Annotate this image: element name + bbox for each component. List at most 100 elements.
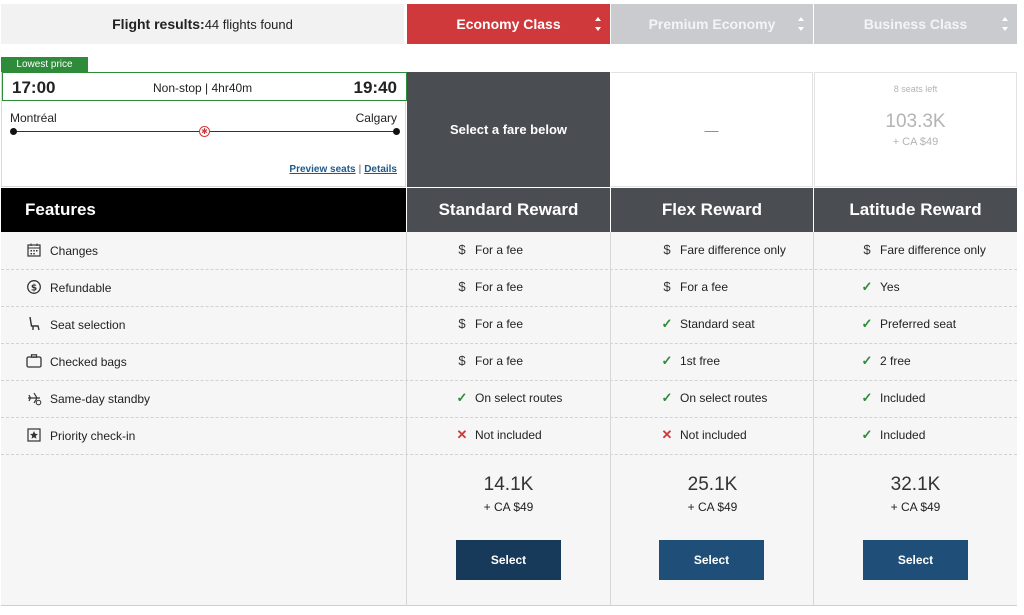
feature-cell-text: On select routes bbox=[475, 391, 563, 405]
feature-cell-text: For a fee bbox=[475, 279, 524, 294]
dollar-icon: $ bbox=[458, 353, 466, 368]
cross-icon: ✕ bbox=[661, 427, 673, 442]
latitude-tax: + CA $49 bbox=[890, 500, 941, 514]
feature-cell: ✓ 1st free bbox=[660, 353, 720, 369]
feature-cell: ✓ Included bbox=[860, 427, 926, 443]
col-flex-reward: Flex Reward bbox=[611, 188, 813, 232]
feature-cell: ✓ On select routes bbox=[660, 390, 768, 406]
standard-tax: + CA $49 bbox=[483, 500, 534, 514]
feature-cell-text: Included bbox=[880, 428, 926, 442]
dollar-icon: $ bbox=[663, 242, 671, 257]
feature-cell-text: 1st free bbox=[680, 354, 721, 368]
feature-cell-text: Not included bbox=[475, 428, 542, 442]
feature-cell-text: For a fee bbox=[475, 316, 524, 331]
feature-cell: ✓ Standard seat bbox=[660, 316, 755, 332]
origin-dot bbox=[10, 128, 17, 135]
check-icon: ✓ bbox=[861, 353, 873, 368]
sort-icon bbox=[797, 17, 805, 31]
col-latitude-reward: Latitude Reward bbox=[814, 188, 1017, 232]
feature-cell: $ For a fee bbox=[455, 353, 523, 368]
flex-tax: + CA $49 bbox=[687, 500, 738, 514]
feature-cell: ✕ Not included bbox=[660, 427, 747, 443]
feature-cell: ✓ Yes bbox=[860, 279, 900, 295]
check-icon: ✓ bbox=[661, 390, 673, 405]
col-divider bbox=[406, 232, 407, 606]
tab-business-label: Business Class bbox=[863, 16, 968, 32]
tab-business-class[interactable]: Business Class bbox=[814, 4, 1017, 44]
select-standard-button[interactable]: Select bbox=[456, 540, 561, 580]
tab-economy-label: Economy Class bbox=[456, 16, 561, 32]
sort-icon bbox=[594, 17, 602, 31]
economy-fare-cell[interactable]: Select a fare below bbox=[407, 72, 610, 187]
feature-cell: $ Fare difference only bbox=[660, 242, 786, 257]
calendar-icon bbox=[26, 242, 42, 258]
link-separator: | bbox=[358, 164, 362, 175]
dollar-icon: $ bbox=[458, 279, 466, 294]
check-icon: ✓ bbox=[861, 279, 873, 294]
feature-cell-text: Yes bbox=[880, 280, 900, 294]
feature-cell: ✓ 2 free bbox=[860, 353, 911, 369]
feature-cell-text: Not included bbox=[680, 428, 747, 442]
latitude-points: 32.1K bbox=[890, 474, 941, 495]
tab-premium-label: Premium Economy bbox=[648, 16, 776, 32]
dollar-icon: $ bbox=[458, 242, 466, 257]
refund-icon: $ bbox=[26, 279, 42, 295]
flight-results-summary: Flight results: 44 flights found bbox=[1, 4, 404, 44]
business-tax: + CA $49 bbox=[892, 136, 939, 148]
select-fare-prompt: Select a fare below bbox=[449, 122, 568, 137]
preview-seats-link[interactable]: Preview seats bbox=[289, 164, 356, 175]
feature-cell-text: 2 free bbox=[880, 354, 911, 368]
feature-cell: $ For a fee bbox=[660, 279, 728, 294]
feature-cell: $ For a fee bbox=[455, 242, 523, 257]
suitcase-icon bbox=[26, 353, 42, 369]
select-latitude-button[interactable]: Select bbox=[863, 540, 968, 580]
feature-cell: $ For a fee bbox=[455, 316, 523, 331]
tab-premium-economy[interactable]: Premium Economy bbox=[611, 4, 813, 44]
feature-label: Seat selection bbox=[50, 318, 126, 332]
feature-cell: ✓ Included bbox=[860, 390, 926, 406]
tab-economy-class[interactable]: Economy Class bbox=[407, 4, 610, 44]
features-heading: Features bbox=[1, 188, 406, 232]
details-link[interactable]: Details bbox=[364, 164, 397, 175]
row-divider bbox=[1, 343, 1017, 344]
lowest-price-badge: Lowest price bbox=[1, 57, 88, 72]
feature-label: Changes bbox=[50, 244, 99, 258]
feature-cell-text: For a fee bbox=[475, 353, 524, 368]
feature-cell-text: Fare difference only bbox=[680, 242, 786, 257]
origin-city: Montréal bbox=[10, 111, 57, 125]
check-icon: ✓ bbox=[661, 316, 673, 331]
feature-cell-text: On select routes bbox=[680, 391, 768, 405]
feature-cell: ✓ On select routes bbox=[455, 390, 563, 406]
check-icon: ✓ bbox=[861, 427, 873, 442]
feature-cell-text: Fare difference only bbox=[880, 242, 986, 257]
seats-left: 8 seats left bbox=[893, 84, 938, 94]
dollar-icon: $ bbox=[663, 279, 671, 294]
results-count: 44 flights found bbox=[204, 16, 293, 32]
arrival-time: 19:40 bbox=[353, 78, 397, 97]
business-points: 103.3K bbox=[885, 111, 946, 132]
feature-cell: ✓ Preferred seat bbox=[860, 316, 957, 332]
check-icon: ✓ bbox=[861, 390, 873, 405]
standard-points: 14.1K bbox=[483, 474, 534, 495]
dollar-icon: $ bbox=[458, 316, 466, 331]
row-divider bbox=[1, 269, 1017, 270]
feature-cell-text: Preferred seat bbox=[880, 317, 957, 331]
departure-time: 17:00 bbox=[12, 78, 56, 97]
sort-icon bbox=[1001, 17, 1009, 31]
feature-cell-text: Standard seat bbox=[680, 317, 755, 331]
row-divider bbox=[1, 380, 1017, 381]
stops-duration: Non-stop | 4hr40m bbox=[153, 81, 253, 95]
standby-plane-icon bbox=[26, 390, 42, 406]
feature-label: Checked bags bbox=[50, 355, 127, 369]
row-divider bbox=[1, 454, 1017, 455]
premium-unavailable: — bbox=[704, 121, 719, 138]
business-fare-cell[interactable]: 8 seats left 103.3K + CA $49 bbox=[814, 72, 1017, 187]
seat-icon bbox=[26, 316, 42, 332]
feature-cell-text: For a fee bbox=[680, 279, 729, 294]
flex-points: 25.1K bbox=[687, 474, 738, 495]
maple-leaf-icon: ✱ bbox=[199, 126, 210, 137]
results-label: Flight results: bbox=[112, 16, 205, 32]
star-icon bbox=[26, 427, 42, 443]
dollar-icon: $ bbox=[863, 242, 871, 257]
select-flex-button[interactable]: Select bbox=[659, 540, 764, 580]
